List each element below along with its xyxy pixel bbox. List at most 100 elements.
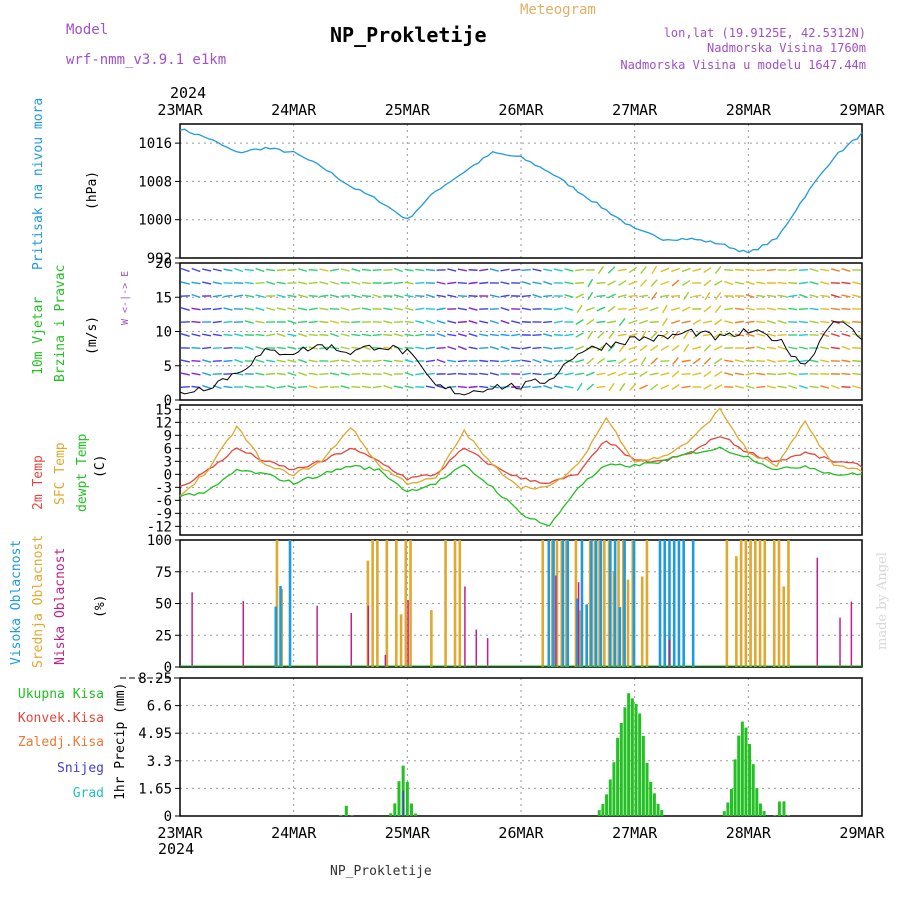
wind-arrow (383, 333, 393, 337)
low-cloud-bar (850, 601, 853, 667)
mid-cloud-bar (749, 540, 752, 667)
wind-arrow (852, 385, 862, 389)
wind-arrow (671, 383, 680, 391)
wind-arrow (745, 307, 755, 311)
wind-arrow (734, 320, 745, 324)
wind-arrow (745, 385, 755, 389)
wind-arrow (597, 265, 605, 275)
wind-arrow (809, 307, 819, 311)
wind-arrow (756, 268, 766, 272)
low-cloud-bar (242, 601, 245, 667)
wind-arrow (297, 307, 308, 311)
wind-arrow (266, 372, 276, 376)
wind-arrow (425, 346, 435, 350)
cloud-ytick-label: 50 (155, 597, 172, 613)
x-tick-label-top: 24MAR (271, 101, 317, 119)
wind-arrow (298, 371, 308, 377)
pressure-line (179, 128, 863, 254)
precip-bar (782, 801, 786, 816)
wind-arrow (511, 268, 521, 272)
temp-ylabels: 2m Temp SFC Temp dewpt Temp (C) (31, 434, 108, 512)
wind-arrow (308, 333, 318, 337)
wind-arrow (734, 268, 744, 272)
precip-bar (645, 762, 649, 816)
wind-arrow (532, 293, 542, 299)
wind-arrow (703, 344, 712, 352)
wind-arrow (340, 372, 350, 376)
wind-arrow (404, 320, 414, 324)
wind-arrow (521, 268, 531, 272)
wind-arrow (287, 346, 297, 350)
wind-arrow (319, 268, 329, 272)
wind-arrow (628, 307, 638, 311)
precip-legend-conv: Konvek.Kisa (18, 711, 104, 726)
wind-arrow (511, 359, 521, 363)
wind-arrow (671, 344, 680, 352)
wind-arrow (191, 333, 201, 337)
wind-arrow (425, 268, 435, 272)
wind-arrow (457, 345, 467, 351)
wind-arrow (596, 294, 606, 298)
wind-arrow (297, 320, 308, 324)
wind-arrow (852, 294, 862, 298)
temp-label-2: SFC Temp (53, 442, 68, 505)
wind-arrow (489, 359, 499, 363)
wind-arrow (287, 307, 297, 311)
wind-arrow (596, 344, 605, 352)
wind-arrow (223, 307, 233, 311)
wind-arrow (212, 268, 222, 272)
wind-arrow (255, 359, 265, 363)
wind-arrow (607, 371, 617, 377)
precip-unit: 1hr Precip (mm) (113, 683, 128, 800)
mid-cloud-bar (395, 540, 398, 667)
wind-arrow (703, 384, 712, 390)
wind-speed-line (179, 321, 863, 396)
wind-arrow (479, 320, 489, 324)
precip-bar (409, 803, 413, 816)
wind-arrow (383, 384, 393, 390)
wind-arrow (532, 333, 542, 337)
wind-arrow (703, 370, 712, 378)
wind-arrow (479, 268, 489, 272)
mid-cloud-bar (640, 576, 644, 667)
wind-arrow (436, 332, 446, 338)
wind-arrow (575, 359, 585, 363)
high-cloud-bar (288, 540, 292, 667)
wind-arrow (319, 281, 329, 285)
wind-arrow (596, 281, 606, 285)
wind-arrow (468, 346, 478, 350)
wind-arrow (820, 346, 830, 350)
pressure-ytick-label: 1016 (138, 136, 172, 152)
wind-arrow (617, 268, 627, 272)
wind-arrow (191, 320, 201, 324)
wind-arrow (841, 385, 851, 389)
low-cloud-bar (555, 575, 557, 667)
wind-arrow (479, 372, 489, 376)
wind-arrow (788, 307, 798, 311)
wind-arrow (692, 357, 701, 365)
wind-arrow (351, 373, 361, 375)
wind-arrow (436, 346, 446, 350)
wind-arrow (587, 330, 594, 340)
x-axis-labels: 23MAR 23MAR 24MAR 24MAR 25MAR 25MAR 26MAR 26MAR… (157, 101, 885, 842)
wind-arrow (340, 385, 350, 389)
wind-arrow (351, 281, 361, 285)
low-cloud-bar (367, 605, 370, 667)
wind-arrow (660, 384, 670, 390)
wind-arrow (266, 359, 276, 363)
precip-bar (751, 764, 755, 816)
wind-arrow (308, 268, 318, 272)
wind-arrow (415, 372, 425, 376)
wind-arrow (553, 346, 563, 350)
wind-arrow (340, 268, 350, 272)
wind-arrow (500, 268, 510, 272)
wind-arrow (532, 358, 542, 364)
wind-arrow (276, 307, 286, 311)
precip-bar (389, 813, 393, 816)
wind-arrow (202, 307, 212, 311)
wind-arrow (223, 359, 233, 363)
temp-ytick-label: 6 (164, 441, 172, 457)
wind-arrow (436, 294, 446, 298)
wind-arrow (212, 320, 222, 324)
wind-arrow (500, 281, 510, 285)
